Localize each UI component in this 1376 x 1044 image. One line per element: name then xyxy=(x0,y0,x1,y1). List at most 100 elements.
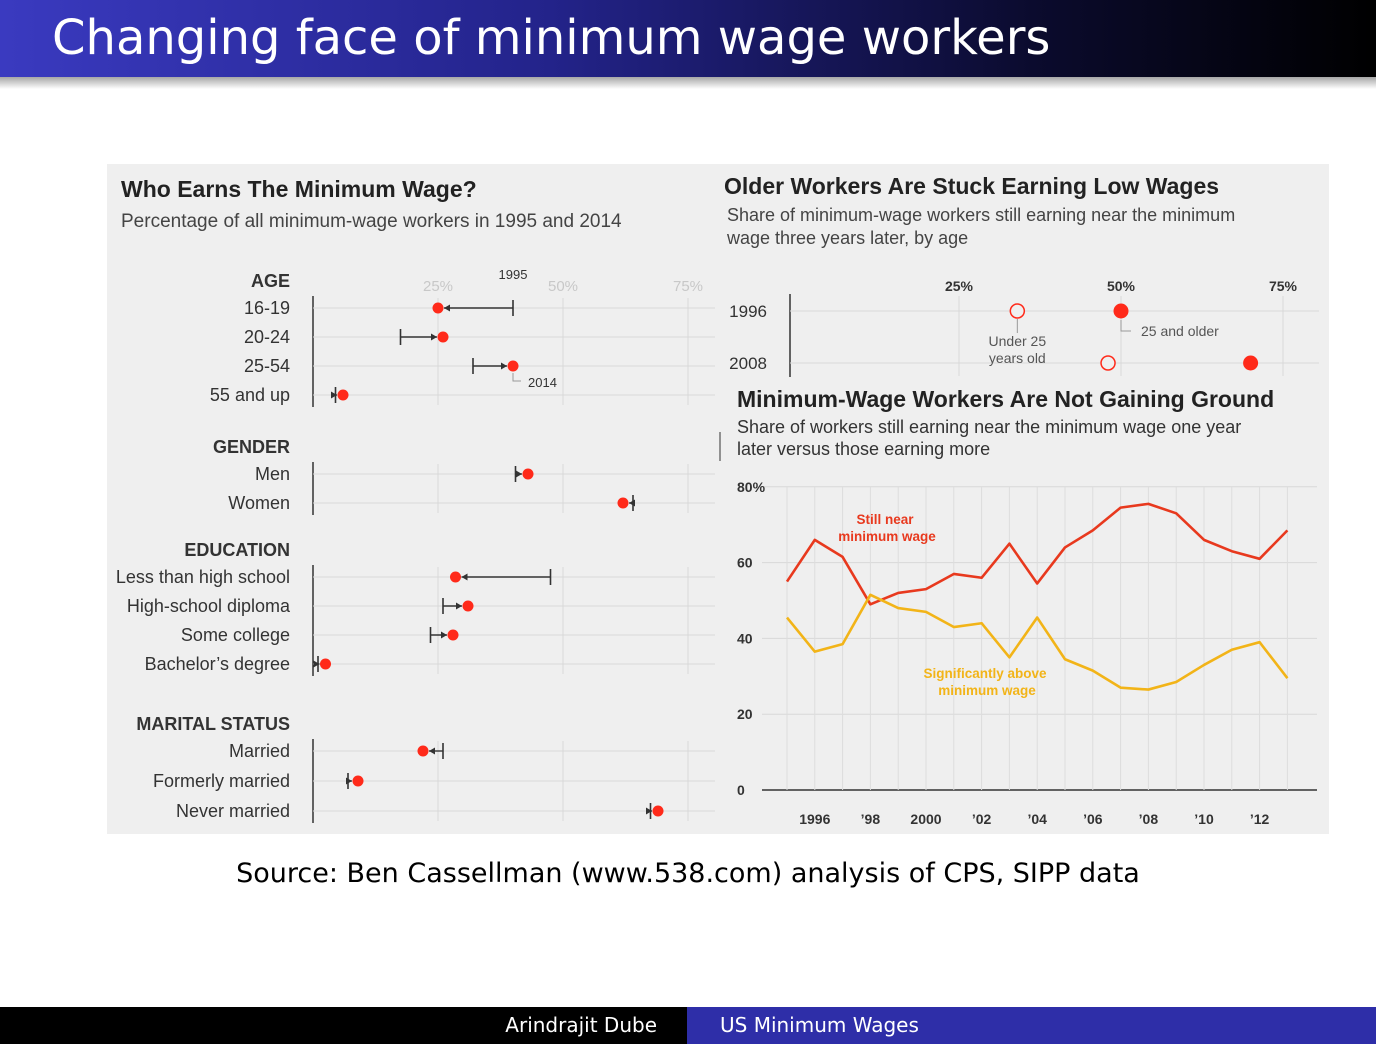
chart1-row-label: 20-24 xyxy=(244,327,290,347)
chart2-25plus-dot xyxy=(1113,303,1129,319)
chart1-title: Who Earns The Minimum Wage? xyxy=(121,176,477,202)
chart1-arrowhead xyxy=(501,362,507,370)
chart1-row-label: Married xyxy=(229,741,290,761)
chart2-25plus-leader xyxy=(1120,320,1131,332)
chart2-25plus-label: 25 and older xyxy=(1141,323,1219,339)
footer-author-bar: Arindrajit Dube xyxy=(0,1007,687,1044)
chart3-x-tick: ’02 xyxy=(972,811,992,827)
chart1-2014-dot xyxy=(507,360,519,372)
chart3-x-tick: 1996 xyxy=(799,811,830,827)
slide-title: Changing face of minimum wage workers xyxy=(52,10,1051,66)
chart1-group-label: AGE xyxy=(251,271,290,291)
chart3-subtitle-line2: later versus those earning more xyxy=(737,439,990,459)
chart3-x-tick: ’04 xyxy=(1027,811,1047,827)
chart3-y-tick: 20 xyxy=(737,706,753,722)
chart1-arrowhead xyxy=(629,499,635,507)
chart1-subtitle: Percentage of all minimum-wage workers i… xyxy=(121,211,622,232)
chart3-still-near-label-2: minimum wage xyxy=(838,529,936,544)
chart1-group-label: EDUCATION xyxy=(184,540,290,560)
chart2-25plus-dot xyxy=(1243,355,1259,371)
chart1-arrowhead xyxy=(346,777,352,785)
chart3-y-tick: 60 xyxy=(737,555,753,571)
chart1-2014-dot xyxy=(617,497,629,509)
chart1-group-label: MARITAL STATUS xyxy=(136,714,290,734)
footer-author: Arindrajit Dube xyxy=(505,1013,657,1037)
chart1-2014-dot xyxy=(337,389,349,401)
chart3-x-tick: ’98 xyxy=(861,811,881,827)
chart3-x-tick: ’06 xyxy=(1083,811,1103,827)
figure-panel: Who Earns The Minimum Wage? Percentage of… xyxy=(107,164,1329,834)
source-caption: Source: Ben Cassellman (www.538.com) ana… xyxy=(236,858,1140,889)
chart2-x-tick: 75% xyxy=(1269,278,1298,294)
chart1-x-tick: 75% xyxy=(673,278,703,295)
chart1-2014-dot xyxy=(652,805,664,817)
chart1-row-label: Men xyxy=(255,464,290,484)
chart3-subtitle-line1: Share of workers still earning near the … xyxy=(737,417,1241,437)
chart3-x-tick: 2000 xyxy=(910,811,941,827)
chart3-y-tick: 40 xyxy=(737,630,753,646)
chart1-2014-dot xyxy=(522,468,534,480)
chart3-title: Minimum-Wage Workers Are Not Gaining Gro… xyxy=(737,386,1274,412)
chart1-2014-dot xyxy=(417,745,429,757)
chart1-1995-label: 1995 xyxy=(499,267,528,282)
chart1-arrowhead xyxy=(516,470,522,478)
chart1-row-label: Never married xyxy=(176,801,290,821)
chart1-row-label: 25-54 xyxy=(244,356,290,376)
chart1-x-tick: 25% xyxy=(423,278,453,295)
chart1-2014-dot xyxy=(352,775,364,787)
chart1-arrowhead xyxy=(461,573,468,581)
chart1-row-label: Less than high school xyxy=(116,567,290,587)
chart1-arrowhead xyxy=(331,391,337,399)
chart1-arrowhead xyxy=(646,807,652,815)
title-shadow xyxy=(0,77,1376,89)
chart1-2014-dot xyxy=(462,600,474,612)
chart1-row-label: Some college xyxy=(181,625,290,645)
chart3-still-near-line xyxy=(785,502,1289,606)
chart1-row-label: High-school diploma xyxy=(127,596,291,616)
chart2-x-tick: 50% xyxy=(1107,278,1136,294)
chart2-row-label: 1996 xyxy=(729,302,767,321)
chart1-2014-dot xyxy=(437,331,449,343)
chart2-under25-label-2: years old xyxy=(989,350,1046,366)
chart1-row-label: Women xyxy=(228,493,290,513)
chart1-arrowhead xyxy=(313,660,320,668)
chart1-arrowhead xyxy=(431,333,437,341)
chart1-2014-dot xyxy=(450,571,461,583)
footer-title: US Minimum Wages xyxy=(720,1013,919,1037)
chart1-arrowhead xyxy=(444,304,450,312)
chart3-y-tick: 80% xyxy=(737,479,766,495)
chart2-row-label: 2008 xyxy=(729,354,767,373)
chart2-subtitle-line1: Share of minimum-wage workers still earn… xyxy=(727,205,1235,225)
chart1-row-label: 55 and up xyxy=(210,385,290,405)
chart2-x-tick: 25% xyxy=(945,278,974,294)
chart1-row-label: Bachelor’s degree xyxy=(145,654,290,674)
chart2-under25-label-1: Under 25 xyxy=(989,333,1047,349)
chart3-above-line xyxy=(785,593,1289,691)
chart3-above-label-1: Significantly above xyxy=(923,666,1047,681)
figure-svg: Who Earns The Minimum Wage? Percentage of… xyxy=(116,173,1319,827)
chart1-row-label: Formerly married xyxy=(153,771,290,791)
chart1-2014-dot xyxy=(432,302,444,314)
chart2-subtitle-line2: wage three years later, by age xyxy=(726,228,968,248)
chart2-under25-dot xyxy=(1100,355,1116,371)
chart1-2014-dot xyxy=(447,629,459,641)
chart3-still-near-label-1: Still near xyxy=(856,512,914,527)
chart3-x-tick: ’08 xyxy=(1139,811,1159,827)
title-bar: Changing face of minimum wage workers xyxy=(0,0,1376,89)
chart1-arrowhead xyxy=(429,747,435,755)
chart1-2014-dot xyxy=(320,658,331,670)
chart1-2014-label: 2014 xyxy=(528,375,557,390)
chart1-group-label: GENDER xyxy=(213,437,290,457)
chart3-x-tick: ’10 xyxy=(1194,811,1214,827)
chart3-x-tick: ’12 xyxy=(1250,811,1270,827)
chart1-x-tick: 50% xyxy=(548,278,578,295)
chart3-y-tick: 0 xyxy=(737,782,745,798)
chart1-2014-leader xyxy=(512,373,521,382)
chart3-above-label-2: minimum wage xyxy=(938,683,1036,698)
chart1-arrowhead xyxy=(441,631,447,639)
chart1-row-label: 16-19 xyxy=(244,298,290,318)
chart2-under25-dot xyxy=(1009,303,1026,319)
footer-title-bar: US Minimum Wages xyxy=(687,1007,1376,1044)
chart2-title: Older Workers Are Stuck Earning Low Wage… xyxy=(724,173,1219,199)
chart1-arrowhead xyxy=(456,602,462,610)
